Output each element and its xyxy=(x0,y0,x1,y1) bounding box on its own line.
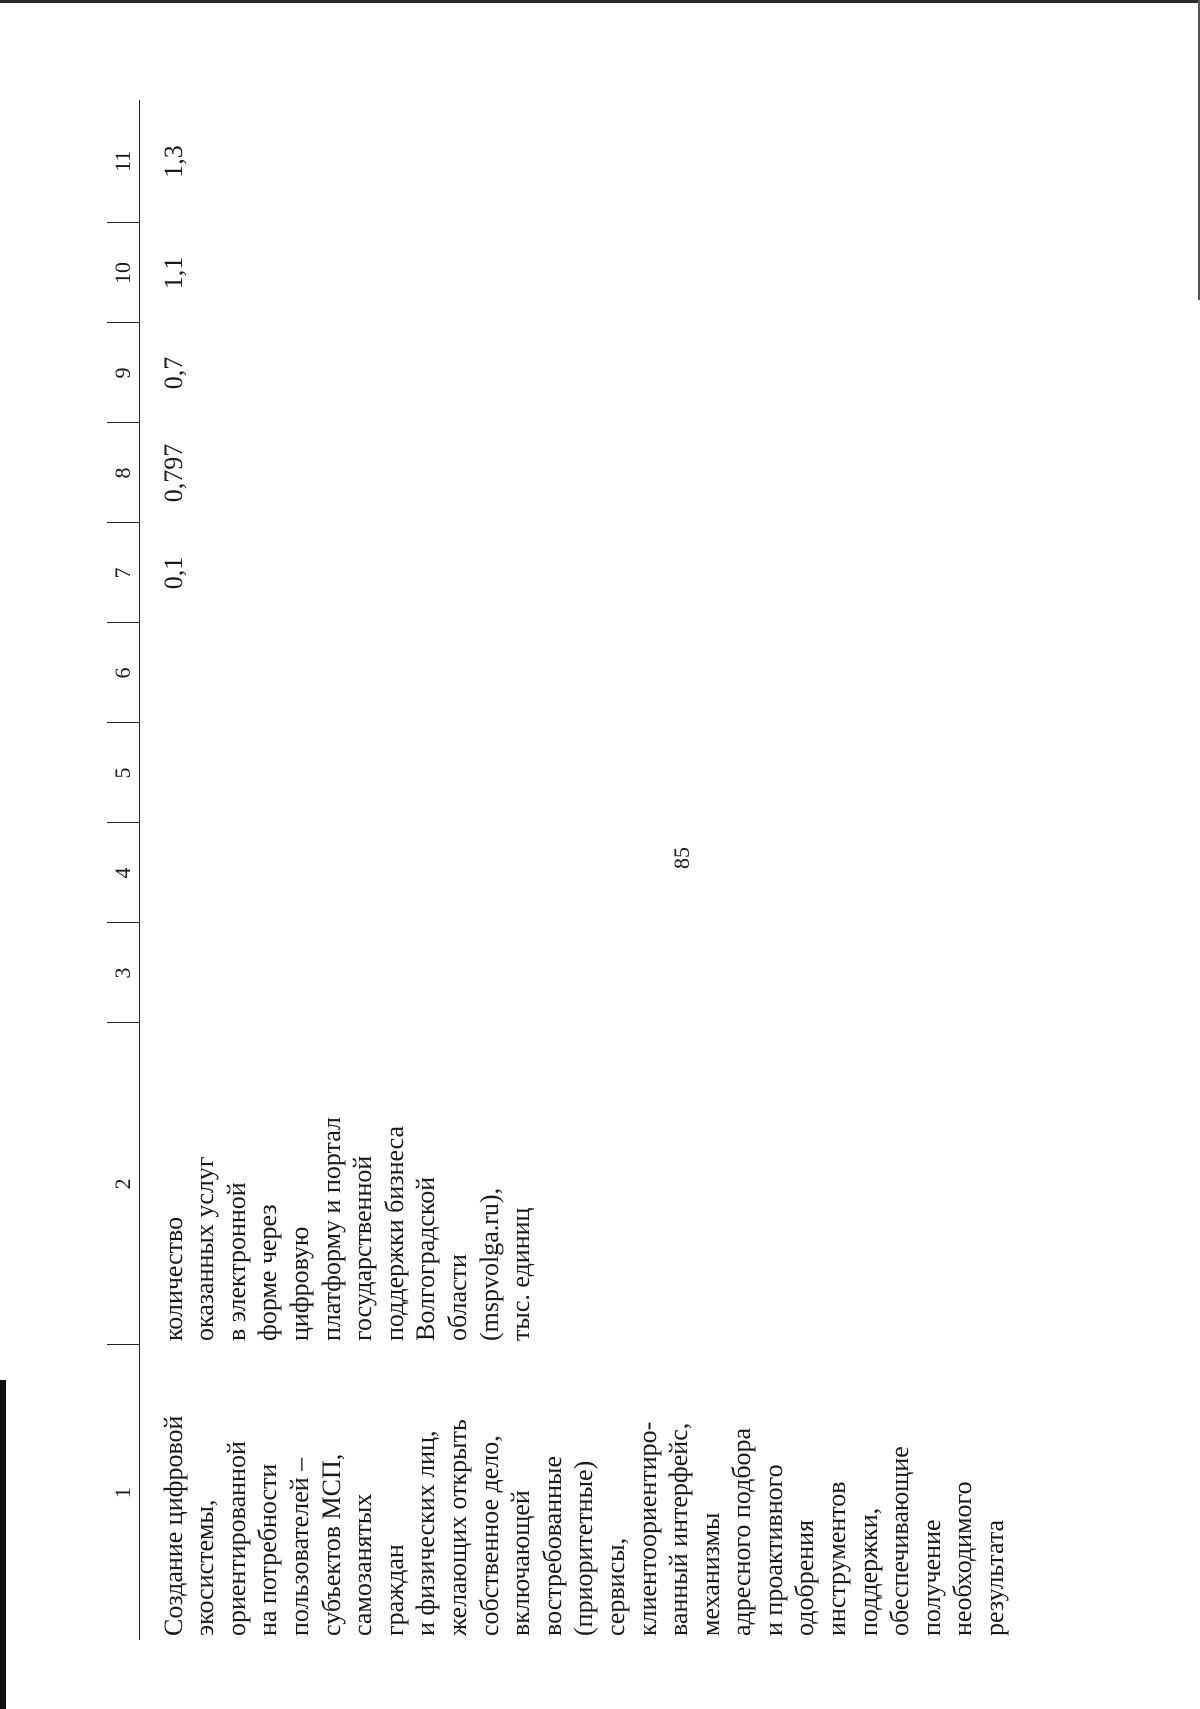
indicator-line: тыс. единиц xyxy=(506,1207,536,1341)
task-line: Создание цифровой xyxy=(158,1415,188,1636)
scan-edge-right xyxy=(1198,0,1200,300)
header-col-11: 11 xyxy=(107,100,140,223)
task-line: необходимого xyxy=(948,1481,978,1636)
header-col-9: 9 xyxy=(107,323,140,423)
indicator-line: Волгоградской xyxy=(411,1176,441,1341)
header-col-3: 3 xyxy=(107,923,140,1023)
task-line: собственное дело, xyxy=(474,1435,504,1636)
task-line: (приоритетные) xyxy=(569,1460,599,1636)
task-line: поддержки, xyxy=(853,1507,883,1636)
indicator-line: области xyxy=(442,1254,472,1341)
task-line: результата xyxy=(980,1519,1010,1636)
task-line: включающей xyxy=(506,1490,536,1636)
task-line: субъектов МСП, xyxy=(316,1453,346,1636)
indicator-line: количество xyxy=(158,1216,188,1341)
value-col-11: 1,3 xyxy=(158,145,188,178)
header-col-4: 4 xyxy=(107,823,140,923)
task-line: востребованные xyxy=(537,1455,567,1636)
header-col-7: 7 xyxy=(107,523,140,623)
table-row: Создание цифровой экосистемы, ориентиров… xyxy=(139,100,1011,1640)
indicator-line: оказанных услуг xyxy=(190,1156,220,1341)
scan-edge-left xyxy=(0,1380,6,1709)
task-line: сервисы, xyxy=(600,1537,630,1636)
indicator-line: форме через xyxy=(253,1204,283,1341)
task-line: механизмы xyxy=(695,1512,725,1637)
value-col-6 xyxy=(139,623,1011,723)
task-line: самозанятых xyxy=(348,1493,378,1636)
indicator-line: государственной xyxy=(348,1155,378,1341)
value-col-7: 0,1 xyxy=(158,556,188,590)
task-line: ориентированной xyxy=(221,1441,251,1636)
header-col-1: 1 xyxy=(107,1345,140,1640)
header-col-5: 5 xyxy=(107,723,140,823)
indicator-line: в электронной xyxy=(221,1182,251,1341)
indicator-table: 1 2 3 4 5 6 7 8 9 10 11 Создание цифрово… xyxy=(107,100,1011,1640)
value-col-5 xyxy=(139,723,1011,823)
task-line: инструментов xyxy=(822,1481,852,1636)
value-col-8: 0,797 xyxy=(158,443,188,503)
task-line: получение xyxy=(916,1519,946,1636)
task-line: одобрения xyxy=(790,1519,820,1636)
indicator-line: (mspvolga.ru), xyxy=(474,1187,504,1341)
task-line: обеспечивающие xyxy=(885,1446,915,1636)
task-line: и проактивного xyxy=(758,1464,788,1636)
task-line: желающих открыть xyxy=(442,1419,472,1636)
header-col-10: 10 xyxy=(107,223,140,323)
task-line: граждан xyxy=(379,1544,409,1636)
indicator-line: цифровую xyxy=(284,1226,314,1342)
header-col-2: 2 xyxy=(107,1023,140,1345)
indicator-line: поддержки бизнеса xyxy=(379,1125,409,1341)
value-col-3 xyxy=(139,923,1011,1023)
task-line: ванный интерфейс, xyxy=(664,1422,694,1636)
task-line: адресного подбора xyxy=(727,1427,757,1636)
indicator-name-cell: количество оказанных услуг в электронной… xyxy=(139,1023,1011,1345)
value-col-9: 0,7 xyxy=(158,356,188,390)
task-line: экосистемы, xyxy=(190,1499,220,1636)
scan-edge-top xyxy=(0,0,1200,3)
task-line: клиентоориентиро- xyxy=(632,1421,662,1636)
value-col-4 xyxy=(139,823,1011,923)
header-row: 1 2 3 4 5 6 7 8 9 10 11 xyxy=(107,100,140,1640)
task-line: пользователей – xyxy=(284,1457,314,1636)
task-line: на потребности xyxy=(253,1463,283,1636)
task-description-cell: Создание цифровой экосистемы, ориентиров… xyxy=(139,1345,1011,1640)
header-col-6: 6 xyxy=(107,623,140,723)
value-col-10: 1,1 xyxy=(158,256,188,290)
task-line: и физических лиц, xyxy=(411,1430,441,1636)
header-col-8: 8 xyxy=(107,423,140,523)
indicator-line: платформу и портал xyxy=(316,1117,346,1341)
rotated-table-container: 1 2 3 4 5 6 7 8 9 10 11 Создание цифрово… xyxy=(107,100,1200,1640)
